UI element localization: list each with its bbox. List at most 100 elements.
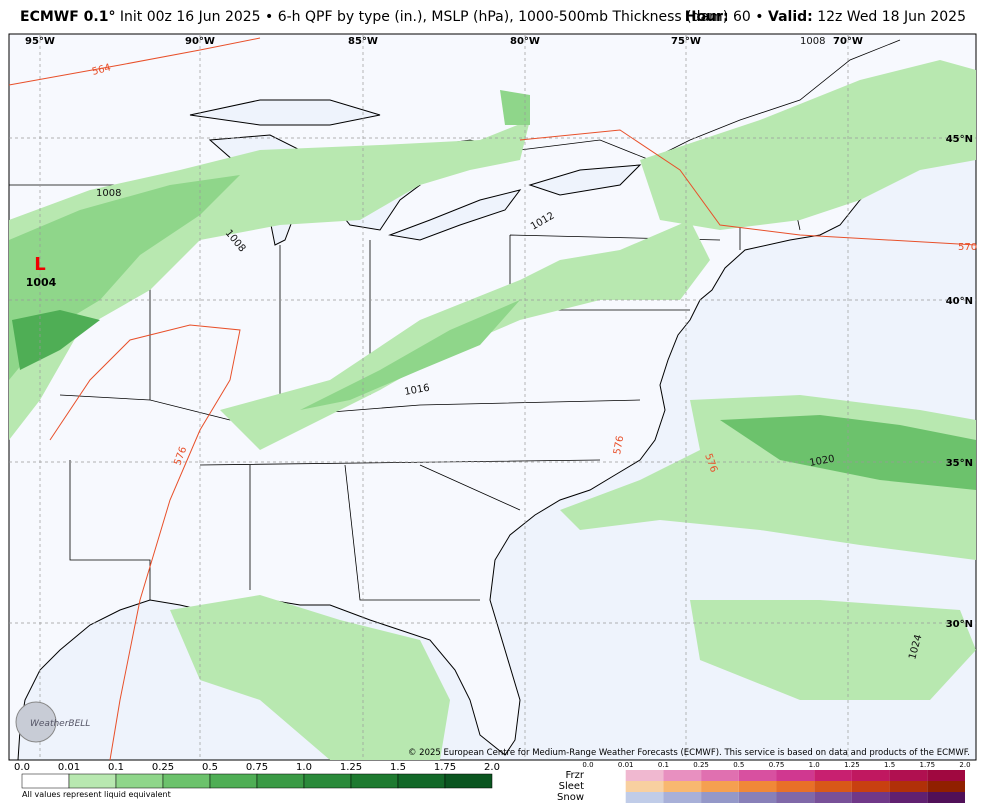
qpf-tick-label: 1.0 xyxy=(296,762,312,773)
title: ECMWF 0.1° Init 00z 16 Jun 2025 • 6-h QP… xyxy=(20,0,728,34)
type-swatch xyxy=(889,792,928,803)
longitude-label: 95°W xyxy=(25,36,55,47)
hour: 60 xyxy=(733,9,751,25)
type-label: Sleet xyxy=(559,781,584,792)
type-tick-label: 0.5 xyxy=(733,761,744,769)
latitude-label: 45°N xyxy=(946,134,973,145)
low-pressure: 1004 xyxy=(26,276,57,289)
thickness-label: 570 xyxy=(958,242,977,253)
model: ECMWF 0.1° xyxy=(20,9,116,25)
qpf-tick-label: 0.1 xyxy=(108,762,124,773)
header: ECMWF 0.1° Init 00z 16 Jun 2025 • 6-h QP… xyxy=(0,0,984,34)
type-swatch xyxy=(625,792,664,803)
valid-label: Valid: xyxy=(768,9,813,25)
longitude-label: 90°W xyxy=(185,36,215,47)
qpf-swatch xyxy=(303,773,352,789)
latitude-label: 30°N xyxy=(946,619,973,630)
type-swatch xyxy=(776,792,815,803)
type-swatch xyxy=(814,792,852,803)
type-tick-label: 0.25 xyxy=(693,761,709,769)
qpf-tick-label: 1.75 xyxy=(434,762,456,773)
type-tick-label: 0.01 xyxy=(618,761,634,769)
type-swatch xyxy=(738,781,777,792)
type-tick-label: 0.0 xyxy=(582,761,593,769)
qpf-swatch xyxy=(209,773,258,789)
type-swatch xyxy=(851,770,890,781)
qpf-tick-label: 0.0 xyxy=(14,762,30,773)
qpf-swatch xyxy=(397,773,446,789)
type-swatch xyxy=(776,770,815,781)
logo-mark xyxy=(15,701,57,743)
thickness-label: 576 xyxy=(612,435,626,456)
type-swatch xyxy=(927,792,965,803)
qpf-swatch xyxy=(115,773,164,789)
isobar-label: 1016 xyxy=(404,383,431,398)
isobar-label: 1020 xyxy=(809,454,836,469)
type-swatch xyxy=(851,781,890,792)
latitude-label: 40°N xyxy=(946,296,973,307)
qpf-swatch xyxy=(444,773,493,789)
qpf-tick-label: 0.5 xyxy=(202,762,218,773)
description: Init 00z 16 Jun 2025 • 6-h QPF by type (… xyxy=(119,9,729,25)
qpf-swatch xyxy=(162,773,211,789)
qpf-swatch xyxy=(68,773,117,789)
type-swatch xyxy=(814,781,852,792)
isobar-label: 1008 xyxy=(96,188,121,199)
type-tick-label: 0.1 xyxy=(658,761,669,769)
type-tick-label: 1.75 xyxy=(920,761,936,769)
type-tick-label: 1.5 xyxy=(884,761,895,769)
type-swatch xyxy=(663,770,702,781)
type-tick-label: 1.0 xyxy=(809,761,820,769)
qpf-tick-label: 1.5 xyxy=(390,762,406,773)
graticule xyxy=(9,34,976,760)
qpf-tick-label: 0.01 xyxy=(58,762,80,773)
type-swatch xyxy=(927,770,965,781)
type-swatch xyxy=(889,770,928,781)
qpf-tick-label: 2.0 xyxy=(484,762,500,773)
type-swatch xyxy=(663,781,702,792)
type-swatch xyxy=(701,781,739,792)
valid-info: Hour: 60 • Valid: 12z Wed 18 Jun 2025 xyxy=(685,0,966,34)
type-swatch xyxy=(663,792,702,803)
precipitation xyxy=(9,60,976,760)
qpf-note: All values represent liquid equivalent xyxy=(22,790,171,799)
type-swatch xyxy=(625,781,664,792)
type-label: Frzr xyxy=(566,770,585,781)
qpf-tick-label: 1.25 xyxy=(340,762,362,773)
type-tick-label: 2.0 xyxy=(959,761,970,769)
valid: 12z Wed 18 Jun 2025 xyxy=(817,9,966,25)
type-swatch xyxy=(814,770,852,781)
type-swatch xyxy=(738,770,777,781)
hour-label: Hour: xyxy=(684,9,729,25)
thickness-contours xyxy=(8,37,977,761)
type-swatch xyxy=(738,792,777,803)
type-label: Snow xyxy=(557,792,584,803)
qpf-tick-label: 0.75 xyxy=(246,762,268,773)
longitude-label: 80°W xyxy=(510,36,540,47)
type-swatch xyxy=(927,781,965,792)
type-swatch xyxy=(701,770,739,781)
longitude-label: 75°W xyxy=(671,36,701,47)
qpf-tick-label: 0.25 xyxy=(152,762,174,773)
isobar-label: 1008 xyxy=(800,36,825,47)
thickness-label: 564 xyxy=(91,62,112,78)
longitude-label: 85°W xyxy=(348,36,378,47)
logo: WeatherBELL xyxy=(30,719,90,729)
type-swatch xyxy=(889,781,928,792)
qpf-swatch xyxy=(256,773,305,789)
qpf-swatch xyxy=(350,773,399,789)
qpf-swatch xyxy=(21,773,70,789)
longitude-label: 70°W xyxy=(833,36,863,47)
type-swatch xyxy=(625,770,664,781)
type-swatch xyxy=(701,792,739,803)
latitude-label: 35°N xyxy=(946,458,973,469)
type-swatch xyxy=(776,781,815,792)
separator: • xyxy=(755,9,764,25)
copyright: © 2025 European Centre for Medium-Range … xyxy=(408,748,970,758)
low-symbol: L xyxy=(34,254,45,275)
type-tick-label: 1.25 xyxy=(844,761,860,769)
type-swatch xyxy=(851,792,890,803)
type-tick-label: 0.75 xyxy=(769,761,785,769)
